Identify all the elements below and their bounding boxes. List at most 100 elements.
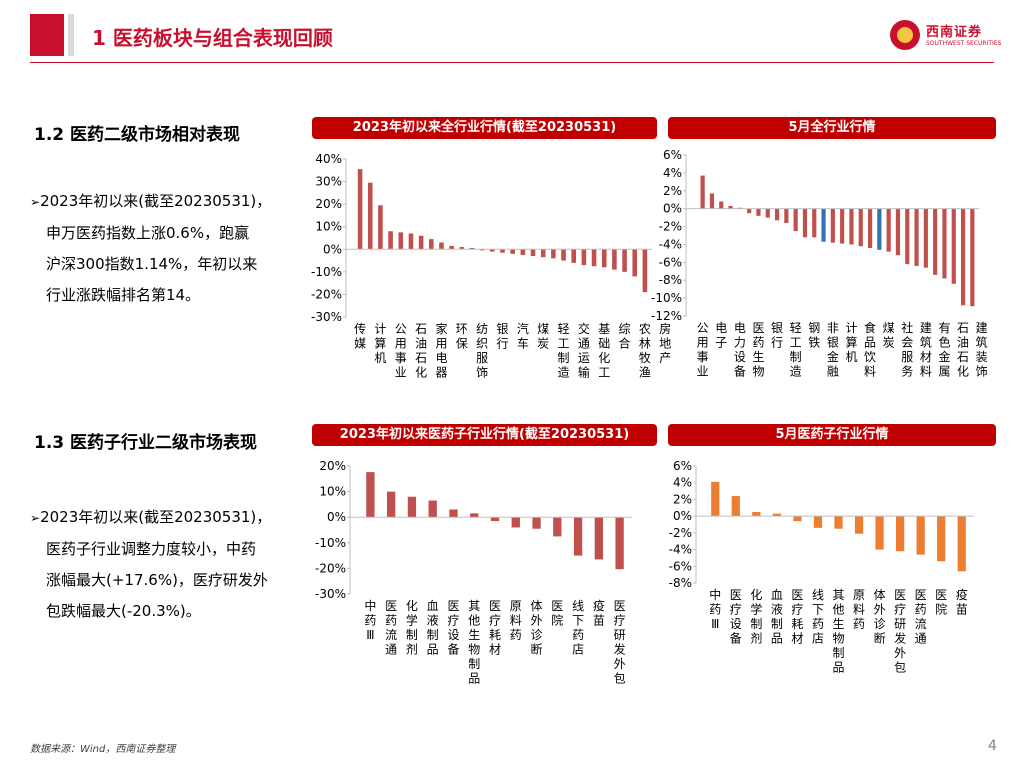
y-tick-label: 20%: [319, 459, 346, 473]
y-tick-label: -10%: [651, 291, 682, 305]
x-tick-label: 电力设备: [734, 321, 746, 379]
bar: [905, 208, 910, 265]
bar: [802, 208, 808, 238]
y-tick-label: -2%: [669, 526, 692, 540]
bar: [867, 208, 873, 249]
bar: [532, 517, 541, 529]
x-tick-label: 银行: [496, 322, 508, 351]
x-tick-label: 其他生物制品: [832, 588, 844, 675]
x-tick-label: 医疗设备: [447, 599, 459, 657]
bar: [937, 516, 946, 562]
bar: [834, 516, 843, 529]
bar: [916, 516, 925, 555]
bar: [571, 249, 576, 263]
x-tick-label: 石油石化: [415, 322, 427, 380]
bar: [366, 472, 375, 518]
bar: [957, 516, 966, 572]
y-tick-label: 20%: [315, 197, 342, 211]
x-tick-label: 农林牧渔: [639, 322, 651, 380]
y-tick-label: -6%: [659, 255, 682, 269]
x-tick-label: 化学制剂: [406, 599, 418, 657]
x-tick-label: 轻工制造: [558, 322, 570, 380]
bullet-line: 涨幅最大(+17.6%)，医疗研发外: [46, 571, 268, 589]
bar: [914, 208, 919, 266]
x-tick-label: 线下药店: [812, 588, 824, 646]
x-tick-label: 医疗设备: [730, 588, 742, 646]
y-tick-label: 0%: [327, 510, 346, 524]
y-tick-label: 0%: [673, 509, 692, 523]
x-tick-label: 交通运输: [578, 321, 590, 380]
y-tick-label: 6%: [663, 148, 682, 162]
bar: [923, 208, 928, 268]
bar: [520, 249, 526, 255]
bar: [551, 249, 556, 259]
x-tick-label: 医药流通: [385, 599, 397, 657]
x-tick-label: 建筑材料: [920, 321, 932, 379]
x-tick-label: 中药 Ⅲ: [709, 587, 721, 631]
logo-icon: [890, 20, 920, 50]
bullet-line: 行业涨跌幅排名第14。: [46, 286, 201, 304]
data-source-note: 数据来源：Wind，西南证券整理: [30, 744, 176, 755]
y-tick-label: -20%: [311, 287, 342, 301]
x-tick-label: 家用电器: [435, 321, 447, 380]
header-accent-stripe: [68, 14, 74, 56]
y-tick-label: -20%: [315, 561, 346, 575]
bar: [367, 182, 373, 250]
x-tick-label: 线下药店: [572, 599, 584, 657]
x-tick-label: 化学制剂: [750, 588, 762, 646]
y-tick-label: 10%: [319, 485, 346, 499]
bar: [813, 516, 823, 528]
bar: [418, 235, 424, 250]
bar: [642, 249, 648, 293]
bar: [765, 208, 770, 218]
x-tick-label: 煤炭: [883, 321, 895, 350]
y-tick-label: -6%: [669, 559, 692, 573]
x-tick-label: 房地产: [659, 321, 671, 365]
bullet-line: ➢2023年初以来(截至20230531)，: [30, 186, 302, 218]
x-tick-label: 基础化工: [598, 322, 610, 380]
bar: [886, 208, 891, 252]
y-tick-label: -4%: [659, 237, 682, 251]
bar: [951, 208, 956, 284]
y-tick-label: -10%: [311, 265, 342, 279]
bar: [858, 208, 863, 247]
y-tick-label: 30%: [315, 175, 342, 189]
logo-subtext: SOUTHWEST SECURITIES: [926, 40, 1002, 47]
page-number: 4: [988, 738, 997, 754]
bar: [942, 208, 947, 279]
x-tick-label: 公用事业: [395, 322, 407, 380]
bar: [449, 245, 454, 250]
y-tick-label: -30%: [315, 587, 346, 601]
bar: [591, 249, 597, 267]
bar: [601, 249, 607, 268]
x-tick-label: 血液制品: [427, 599, 439, 657]
x-tick-label: 医院: [551, 599, 563, 628]
y-tick-label: -8%: [669, 576, 692, 590]
bullet-line: 包跌幅最大(-20.3%)。: [46, 602, 201, 620]
bar: [479, 249, 485, 251]
bar: [581, 249, 587, 266]
bar: [388, 231, 393, 250]
x-tick-label: 中药 Ⅲ: [364, 598, 376, 642]
bar: [784, 208, 789, 223]
chart-title-ytd-all: 2023年初以来全行业行情(截至20230531): [312, 117, 657, 139]
x-tick-label: 计算机: [845, 321, 857, 364]
bullet-line: ➢2023年初以来(截至20230531)，: [30, 502, 302, 534]
bar: [875, 516, 884, 550]
y-tick-label: -10%: [315, 536, 346, 550]
x-tick-label: 医疗耗材: [791, 588, 803, 646]
bar: [821, 208, 826, 242]
bar: [877, 208, 882, 250]
bar: [459, 247, 465, 250]
bar: [612, 249, 617, 270]
bar: [933, 208, 938, 275]
bar: [632, 249, 638, 277]
y-tick-label: 2%: [663, 184, 682, 198]
x-tick-label: 其他生物制品: [468, 599, 480, 686]
bar: [449, 509, 458, 518]
x-tick-label: 银行: [771, 321, 783, 350]
x-tick-label: 血液制品: [771, 588, 783, 646]
x-tick-label: 原料药: [510, 599, 522, 642]
bar: [731, 496, 740, 517]
y-tick-label: -12%: [651, 309, 682, 323]
